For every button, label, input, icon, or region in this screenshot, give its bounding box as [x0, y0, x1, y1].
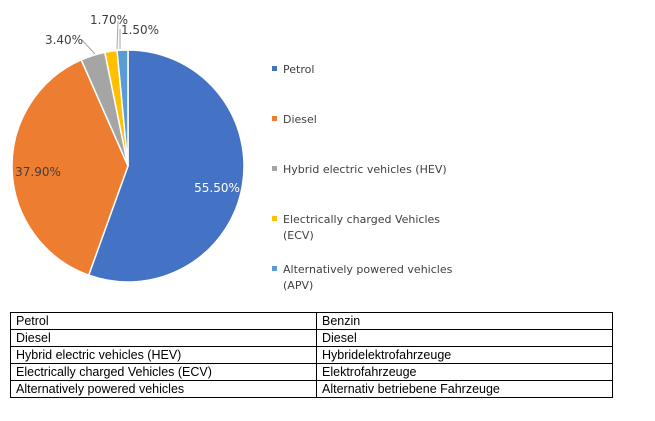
pie-slice-petrol	[87, 49, 245, 283]
table-row: Hybrid electric vehicles (HEV) Hybridele…	[10, 346, 613, 364]
legend-label: Hybrid electric vehicles (HEV)	[283, 163, 447, 176]
legend-swatch	[272, 116, 277, 121]
data-label: 3.40%	[45, 33, 83, 47]
data-label: 37.90%	[15, 165, 61, 179]
legend-label: (ECV)	[283, 229, 314, 242]
data-label: 55.50%	[194, 181, 240, 195]
table-row: Electrically charged Vehicles (ECV) Elek…	[10, 363, 613, 381]
table-cell-german: Benzin	[316, 312, 613, 330]
table-cell-english: Petrol	[10, 312, 317, 330]
legend-swatch	[272, 166, 277, 171]
table-cell-german: Elektrofahrzeuge	[316, 363, 613, 381]
table-row: Diesel Diesel	[10, 329, 613, 347]
table-row: Alternatively powered vehicles Alternati…	[10, 380, 613, 398]
pie-slice-alternatively-powered-vehicles-apv	[116, 49, 129, 167]
legend-label: Diesel	[283, 113, 317, 126]
translation-table: Petrol Benzin Diesel Diesel Hybrid elect…	[10, 312, 613, 398]
leader-line	[116, 20, 119, 50]
legend-label: Electrically charged Vehicles	[283, 213, 440, 226]
table-row: Petrol Benzin	[10, 312, 613, 330]
legend-label: (APV)	[283, 279, 313, 292]
legend-label: Alternatively powered vehicles	[283, 263, 453, 276]
legend-swatch	[272, 266, 277, 271]
pie-chart: 55.50% 37.90% 3.40% 1.70%1.50% Petrol Diesel H…	[11, 13, 453, 292]
data-label: 1.50%	[121, 23, 159, 37]
table-cell-german: Diesel	[316, 329, 613, 347]
table-cell-german: Alternativ betriebene Fahrzeuge	[316, 380, 613, 398]
table-cell-english: Electrically charged Vehicles (ECV)	[10, 363, 317, 381]
legend-swatch	[272, 216, 277, 221]
legend-swatch	[272, 66, 277, 71]
pie-slice-diesel	[11, 58, 129, 277]
data-label: 1.70%	[90, 13, 128, 27]
table-cell-english: Hybrid electric vehicles (HEV)	[10, 346, 317, 364]
legend-label: Petrol	[283, 63, 314, 76]
table-cell-english: Diesel	[10, 329, 317, 347]
table-cell-english: Alternatively powered vehicles	[10, 380, 317, 398]
leader-line	[81, 39, 96, 55]
table-cell-german: Hybridelektrofahrzeuge	[316, 346, 613, 364]
